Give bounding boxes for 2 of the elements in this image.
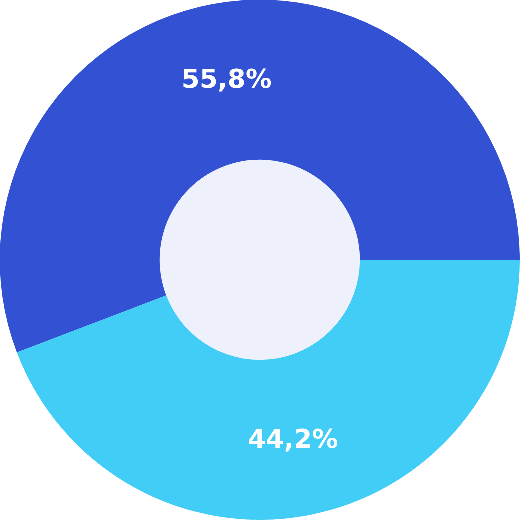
data-label: 55,8% (182, 64, 272, 95)
data-label: 44,2% (248, 425, 338, 456)
